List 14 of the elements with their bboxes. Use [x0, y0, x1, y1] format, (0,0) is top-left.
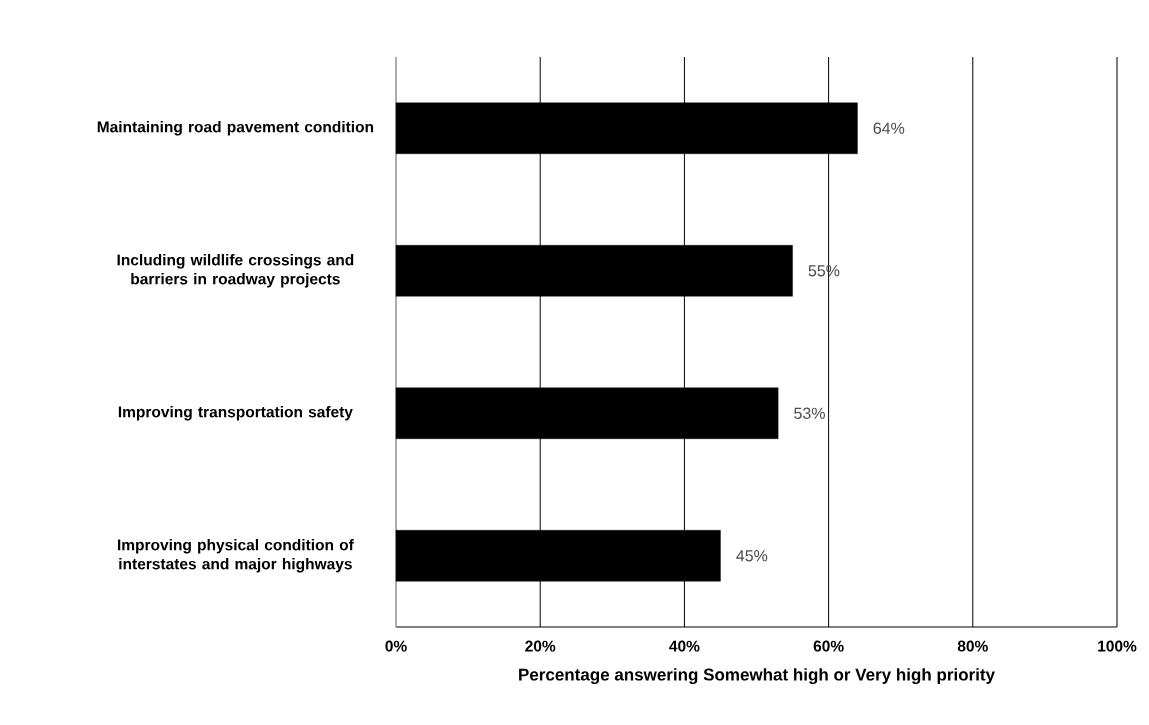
- x-tick-label: 60%: [813, 640, 844, 652]
- data-label: 53%: [794, 407, 825, 419]
- x-tick-label: 0%: [385, 640, 407, 652]
- y-tick-label: Maintaining road pavement condition: [97, 120, 374, 136]
- y-tick-label: Including wildlife crossings and barriers in roadway projects: [117, 254, 354, 288]
- y-tick-label: Improving transportation safety: [118, 405, 353, 421]
- data-label: 45%: [736, 550, 768, 562]
- x-tick-label: 80%: [957, 640, 988, 652]
- x-tick-label: 40%: [669, 640, 700, 652]
- x-tick-label: 100%: [1098, 640, 1137, 652]
- y-tick-label: Improving physical condition of interstates and major highways: [118, 538, 354, 573]
- data-label: 64%: [873, 122, 905, 134]
- x-tick-label: 20%: [525, 640, 556, 652]
- x-axis-title: Percentage answering Somewhat high or Very high priority: [519, 668, 995, 685]
